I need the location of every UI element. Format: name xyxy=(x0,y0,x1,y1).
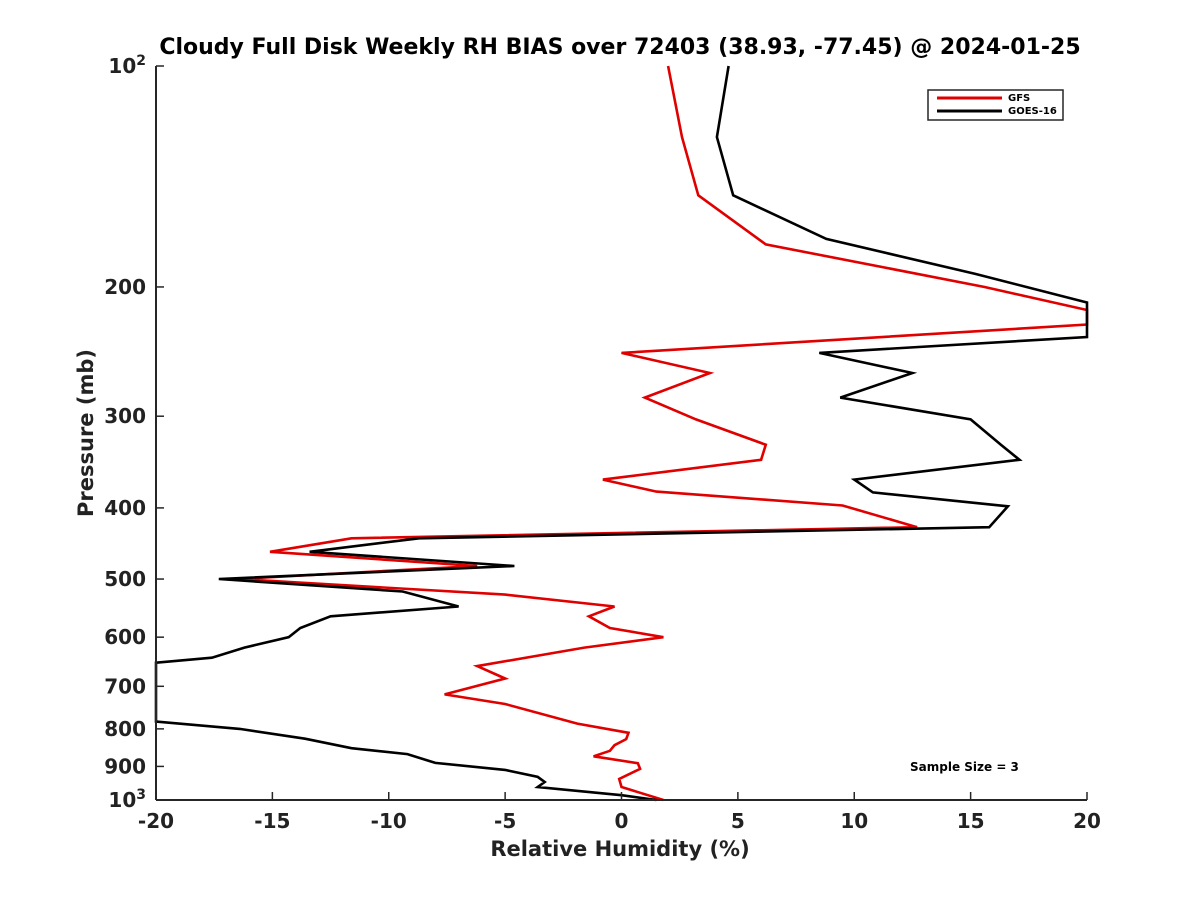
y-tick-label: 400 xyxy=(104,496,146,520)
legend-label-gfs: GFS xyxy=(1008,93,1030,104)
x-tick-label: 15 xyxy=(957,809,985,833)
chart-title: Cloudy Full Disk Weekly RH BIAS over 724… xyxy=(159,35,1080,60)
y-tick-label: 200 xyxy=(104,275,146,299)
series-line-goes16 xyxy=(154,65,1089,802)
sample-size-annotation: Sample Size = 3 xyxy=(910,760,1019,774)
y-ticks: 102 200 300 400 500 600 700 800 900 103 xyxy=(104,53,164,812)
x-tick-label: 10 xyxy=(840,809,868,833)
x-axis-label: Relative Humidity (%) xyxy=(490,837,749,861)
x-tick-label: -5 xyxy=(494,809,516,833)
x-tick-label: -15 xyxy=(254,809,290,833)
y-tick-label: 900 xyxy=(104,754,146,778)
y-tick-label: 800 xyxy=(104,717,146,741)
legend-label-goes16: GOES-16 xyxy=(1008,106,1057,117)
legend-box xyxy=(927,89,1064,121)
x-tick-label: 20 xyxy=(1073,809,1101,833)
x-tick-label: -10 xyxy=(371,809,407,833)
x-tick-label: 5 xyxy=(731,809,745,833)
x-ticks: -20 -15 -10 -5 0 5 10 15 20 xyxy=(138,792,1101,833)
x-tick-label: 0 xyxy=(615,809,629,833)
series-line-gfs xyxy=(237,65,1089,802)
series-layer xyxy=(154,65,1089,802)
y-tick-label: 500 xyxy=(104,567,146,591)
y-axis-label: Pressure (mb) xyxy=(74,349,98,517)
y-tick-label: 700 xyxy=(104,674,146,698)
y-tick-label: 102 xyxy=(108,53,146,78)
y-tick-label: 600 xyxy=(104,625,146,649)
y-tick-label: 300 xyxy=(104,404,146,428)
y-tick-label: 103 xyxy=(108,787,146,812)
x-tick-label: -20 xyxy=(138,809,174,833)
legend: GFS GOES-16 xyxy=(927,89,1064,121)
